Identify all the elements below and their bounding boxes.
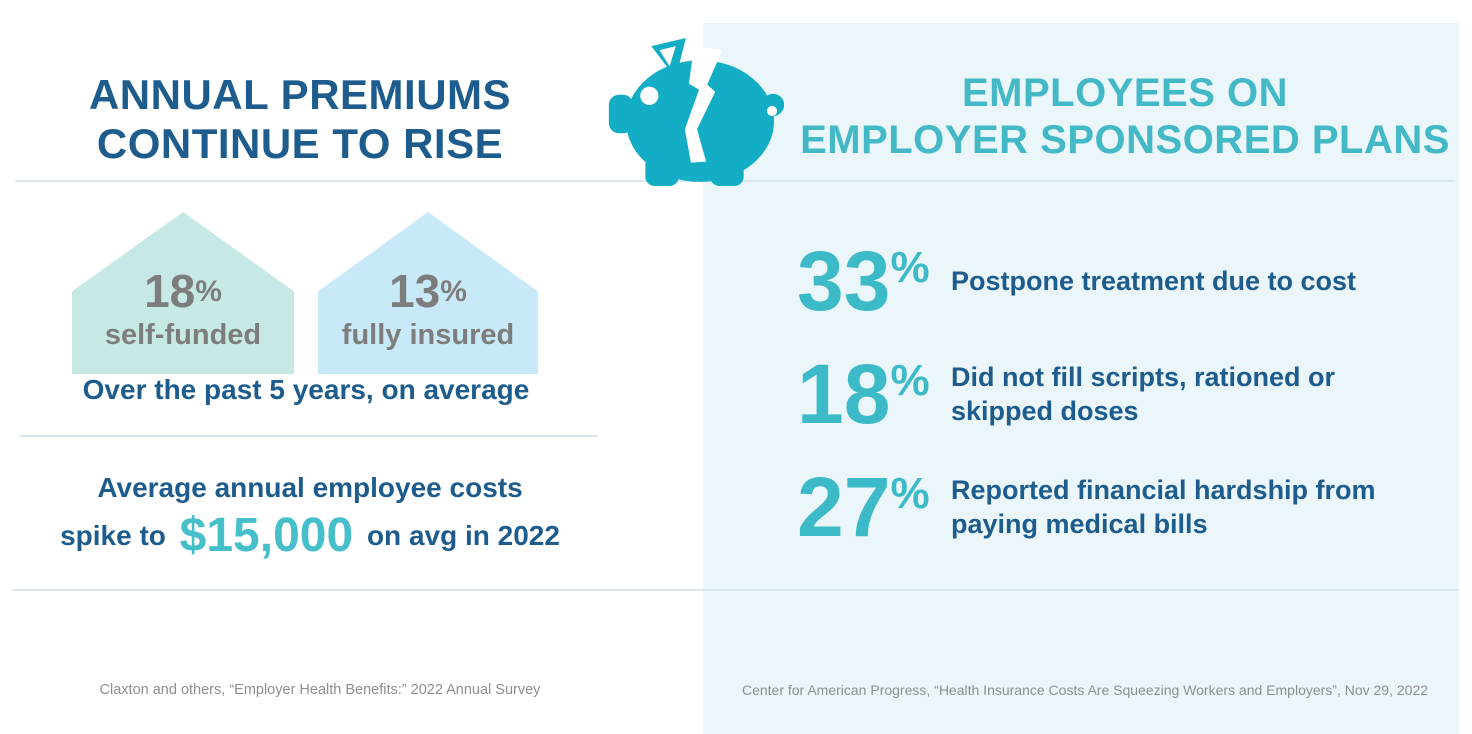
- average-cost-statement: Average annual employee costs spike to $…: [16, 470, 604, 560]
- fully-insured-value: 13: [389, 264, 441, 317]
- stat-33-percent-sign: %: [890, 243, 930, 293]
- stat-label-financial-hardship: Reported financial hardship from paying …: [951, 475, 1376, 539]
- stat-row-postpone-treatment: 33% Postpone treatment due to cost: [797, 232, 1437, 332]
- cost-line2: spike to $15,000 on avg in 2022: [16, 512, 604, 560]
- past-5-years-caption: Over the past 5 years, on average: [82, 374, 530, 405]
- stat-label-postpone-treatment: Postpone treatment due to cost: [951, 266, 1357, 297]
- stat-label-did-not-fill-scripts: Did not fill scripts, rationed or skippe…: [951, 362, 1336, 426]
- piggy-ear-notch: [659, 46, 676, 67]
- fully-insured-percent-sign: %: [440, 274, 467, 308]
- piggy-tail-curl: [766, 105, 778, 117]
- left-title-line1: ANNUAL PREMIUMS: [88, 71, 512, 118]
- left-title-line2: CONTINUE TO RISE: [96, 120, 504, 168]
- self-funded-value: 18: [144, 264, 196, 317]
- stat-row-financial-hardship: 27% Reported financial hardship from pay…: [797, 458, 1437, 558]
- stat-value-33: 33%: [797, 239, 945, 323]
- cost-suffix: on avg in 2022: [366, 520, 560, 552]
- fully-insured-label: fully insured: [341, 318, 515, 351]
- house-shape-fully-insured: 13% fully insured: [318, 212, 538, 374]
- stat-row-did-not-fill-scripts: 18% Did not fill scripts, rationed or sk…: [797, 345, 1437, 445]
- stat-18-percent-sign: %: [890, 356, 930, 406]
- self-funded-percentage: 18%: [144, 268, 222, 314]
- broken-piggy-bank-icon: [608, 38, 785, 188]
- right-source-citation: Center for American Progress, “Health In…: [741, 682, 1429, 698]
- stat-18-number: 18: [797, 347, 891, 442]
- cost-value: $15,000: [179, 509, 354, 563]
- stat-33-number: 33: [797, 234, 891, 329]
- left-section-title: ANNUAL PREMIUMS CONTINUE TO RISE: [40, 70, 560, 168]
- right-panel-background: [703, 23, 1459, 734]
- cost-line1: Average annual employee costs: [97, 472, 523, 503]
- left-middle-divider-line: [20, 435, 598, 437]
- piggy-crack: [684, 46, 723, 163]
- right-section-title: EMPLOYEES ON EMPLOYER SPONSORED PLANS: [790, 70, 1460, 164]
- self-funded-percent-sign: %: [195, 274, 222, 308]
- right-title-line2: EMPLOYER SPONSORED PLANS: [800, 117, 1450, 162]
- left-source-citation: Claxton and others, “Employer Health Ben…: [99, 682, 541, 698]
- bottom-divider-line: [12, 589, 1459, 591]
- stat-27-number: 27: [797, 460, 891, 555]
- self-funded-label: self-funded: [104, 318, 262, 351]
- stat-value-18: 18%: [797, 352, 945, 436]
- house-shape-self-funded: 18% self-funded: [72, 212, 294, 374]
- right-title-line1: EMPLOYEES ON: [961, 71, 1289, 115]
- fully-insured-percentage: 13%: [389, 268, 467, 314]
- cost-prefix: spike to: [60, 520, 166, 552]
- stat-27-percent-sign: %: [890, 469, 930, 519]
- stat-value-27: 27%: [797, 465, 945, 549]
- piggy-eye: [640, 86, 659, 105]
